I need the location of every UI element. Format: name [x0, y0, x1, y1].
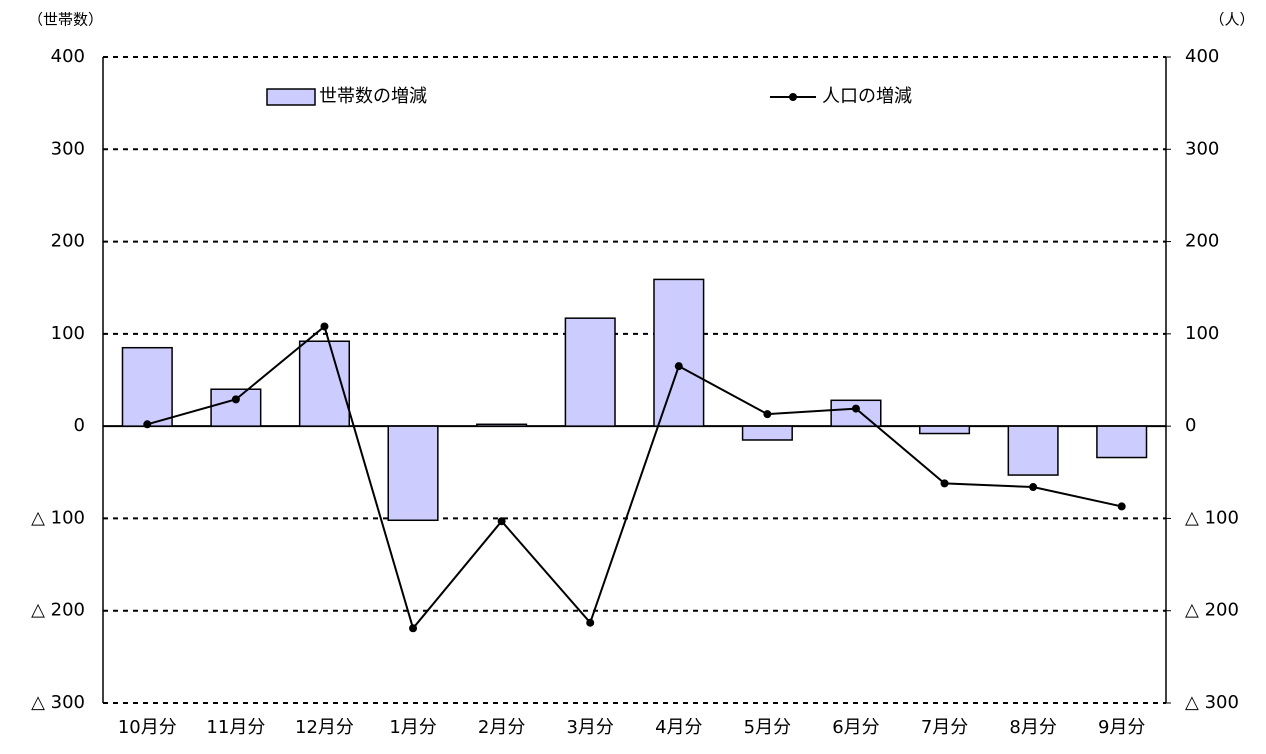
- legend-swatch-dot: [789, 93, 797, 101]
- x-tick-label: 1月分: [389, 717, 436, 738]
- legend-swatch: [266, 88, 316, 106]
- y-tick-label: 400: [51, 46, 85, 67]
- y2-tick-label: △ 100: [1185, 507, 1239, 528]
- bar: [476, 423, 528, 427]
- x-tick-label: 11月分: [206, 717, 265, 738]
- y-tick-label: 100: [51, 323, 85, 344]
- bar: [1007, 425, 1059, 476]
- y-tick-label: △ 200: [31, 600, 85, 621]
- y2-tick-label: 400: [1185, 46, 1219, 67]
- legend-label: 世帯数の増減: [319, 86, 427, 107]
- y-tick-label: △ 100: [31, 507, 85, 528]
- point: [231, 395, 240, 404]
- x-tick-label: 7月分: [921, 717, 968, 738]
- point: [497, 517, 506, 526]
- bar: [387, 425, 439, 522]
- point: [586, 618, 595, 627]
- bar: [121, 346, 173, 427]
- bar: [564, 317, 616, 427]
- point: [1117, 502, 1126, 511]
- point: [763, 410, 772, 419]
- bar: [210, 388, 262, 427]
- point: [851, 404, 860, 413]
- legend-label: 人口の増減: [822, 86, 912, 107]
- y2-tick-label: 200: [1185, 231, 1219, 252]
- x-tick-label: 10月分: [118, 717, 177, 738]
- y-tick-label: 300: [51, 138, 85, 159]
- point: [320, 322, 329, 331]
- y-tick-label: 0: [74, 415, 85, 436]
- bar: [918, 425, 971, 435]
- y2-tick-label: 0: [1185, 415, 1196, 436]
- point: [674, 362, 683, 371]
- point: [940, 479, 949, 488]
- x-tick-label: 2月分: [478, 717, 525, 738]
- x-tick-label: 8月分: [1009, 717, 1056, 738]
- bar: [1096, 425, 1148, 459]
- point: [409, 624, 418, 633]
- y2-tick-label: 100: [1185, 323, 1219, 344]
- point: [143, 420, 152, 429]
- y-tick-label: △ 300: [31, 692, 85, 713]
- point: [1029, 483, 1038, 492]
- x-tick-label: 9月分: [1098, 717, 1145, 738]
- y2-tick-label: 300: [1185, 138, 1219, 159]
- x-tick-label: 6月分: [832, 717, 879, 738]
- x-tick-label: 12月分: [295, 717, 354, 738]
- bar: [741, 425, 793, 441]
- y2-tick-label: △ 200: [1185, 600, 1239, 621]
- y2-axis-label: （人）: [1209, 11, 1254, 29]
- y-tick-label: 200: [51, 231, 85, 252]
- bar: [653, 278, 705, 427]
- line: [147, 324, 1122, 631]
- x-tick-label: 5月分: [744, 717, 791, 738]
- y2-tick-label: △ 300: [1185, 692, 1239, 713]
- x-tick-label: 4月分: [655, 717, 702, 738]
- y-axis-label: （世帯数）: [28, 11, 103, 29]
- x-tick-label: 3月分: [566, 717, 613, 738]
